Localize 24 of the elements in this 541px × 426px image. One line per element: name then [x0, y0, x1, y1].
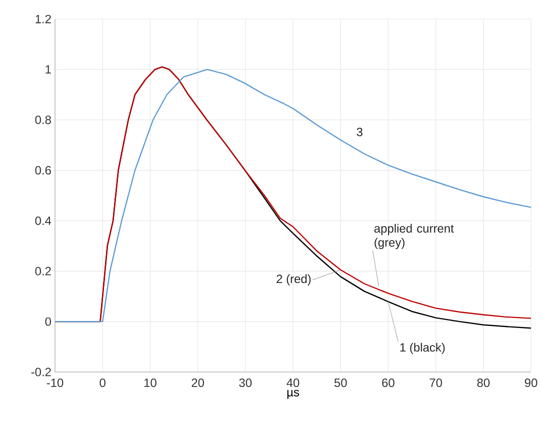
x-tick-label: 20: [192, 378, 204, 388]
x-tick-label: -10: [46, 378, 64, 388]
y-tick-label: -0.2: [31, 368, 51, 376]
x-tick-label: 30: [239, 378, 252, 388]
annotation: 1 (black): [400, 342, 445, 354]
x-tick-label: 80: [477, 378, 490, 388]
x-tick-label: 60: [382, 378, 394, 388]
x-tick-label: 90: [524, 378, 538, 388]
annotation: 3: [356, 128, 362, 136]
y-tick-label: 1.2: [36, 14, 51, 24]
x-tick-label: 50: [334, 378, 347, 388]
y-tick-label: 0.6: [35, 166, 51, 175]
x-tick-label: 10: [144, 378, 156, 388]
x-axis-title: µs: [287, 390, 300, 399]
annotation: applied current (grey): [374, 224, 454, 250]
y-tick-label: 0.8: [35, 116, 51, 124]
annotation: 2 (red): [276, 274, 311, 286]
x-tick-label: 0: [100, 378, 106, 388]
y-tick-label: 1: [46, 65, 51, 74]
y-tick-label: 0: [45, 317, 52, 326]
x-tick-label: 40: [286, 378, 300, 388]
y-tick-label: 0.2: [35, 266, 51, 276]
x-tick-label: 70: [430, 378, 442, 388]
y-tick-label: 0.4: [35, 216, 52, 225]
